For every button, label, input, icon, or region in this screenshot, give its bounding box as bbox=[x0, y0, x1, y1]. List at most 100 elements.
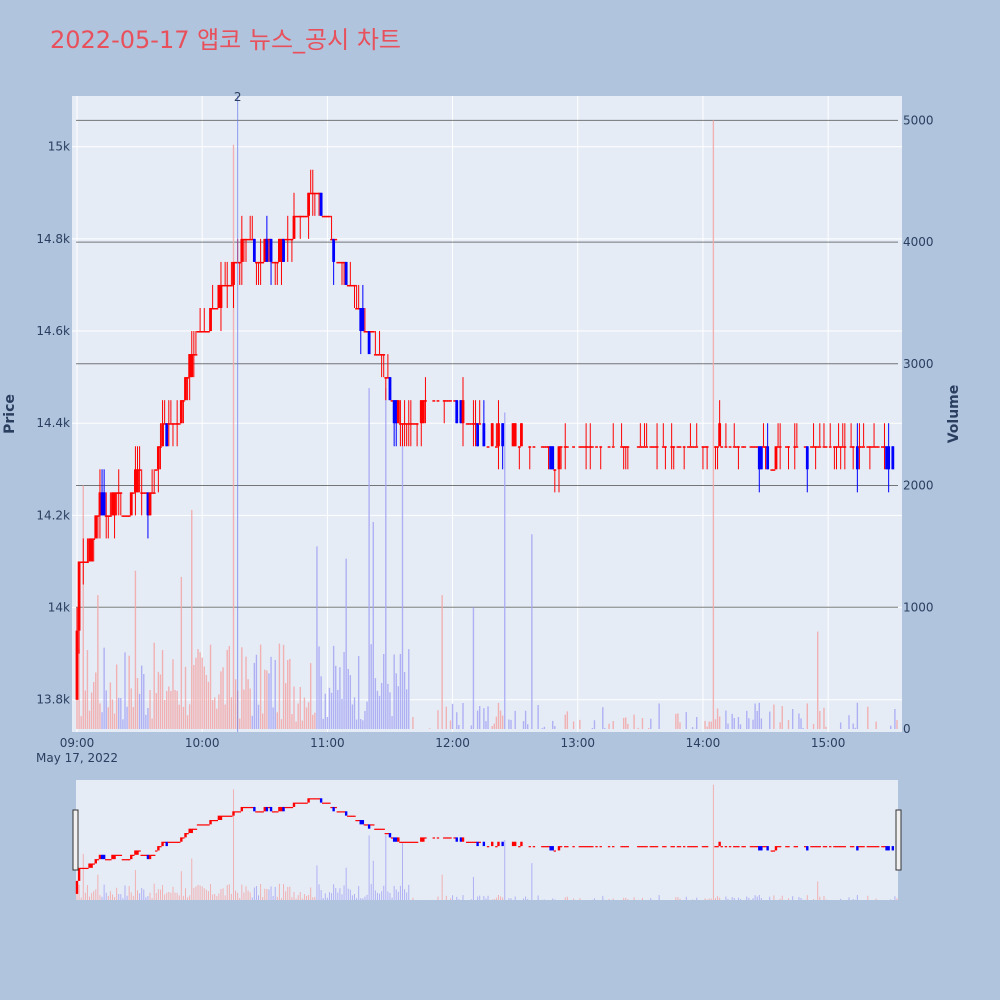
candle-body bbox=[230, 284, 233, 287]
range-slider-candle bbox=[88, 863, 91, 868]
candle-body bbox=[288, 238, 292, 241]
candle-body bbox=[75, 630, 79, 700]
range-slider-candle bbox=[138, 850, 141, 852]
candle-body bbox=[839, 446, 843, 448]
range-slider-right-handle[interactable] bbox=[895, 809, 902, 871]
range-slider-candle bbox=[259, 811, 262, 813]
range-slider-volume bbox=[76, 784, 898, 900]
candle-body bbox=[134, 469, 137, 493]
candle-body bbox=[497, 423, 500, 447]
range-slider-candle bbox=[125, 859, 129, 861]
candle-body bbox=[653, 446, 657, 448]
candle-body bbox=[100, 492, 104, 516]
range-slider-candle bbox=[841, 846, 844, 848]
candle-body bbox=[442, 400, 446, 402]
range-slider-candle bbox=[238, 811, 241, 813]
range-slider-candle bbox=[349, 815, 352, 817]
range-slider-candle bbox=[255, 811, 258, 813]
x-tick-label: 13:00 bbox=[560, 736, 595, 750]
range-slider-candle bbox=[132, 854, 135, 856]
candle-body bbox=[177, 423, 181, 425]
candle-body bbox=[787, 446, 790, 448]
candle-body bbox=[403, 423, 406, 425]
candle-body bbox=[338, 261, 342, 264]
candle-body bbox=[336, 261, 340, 264]
range-slider-candle bbox=[190, 828, 193, 834]
candle-body bbox=[785, 446, 788, 448]
range-slider-candle bbox=[649, 846, 652, 848]
range-slider-candle bbox=[778, 846, 782, 848]
candle-body bbox=[115, 492, 119, 494]
candle-body bbox=[753, 446, 757, 448]
candle-body bbox=[490, 423, 494, 447]
candle-body bbox=[459, 400, 463, 424]
candle-body bbox=[378, 354, 381, 356]
candle-body bbox=[455, 400, 459, 424]
candle-body bbox=[102, 492, 106, 516]
candle-body bbox=[734, 446, 738, 448]
candle-body bbox=[461, 400, 465, 424]
candle-body bbox=[695, 446, 699, 448]
candle-body bbox=[876, 446, 880, 448]
range-slider-candle bbox=[186, 833, 189, 835]
range-slider-candle bbox=[357, 820, 360, 822]
candle-body bbox=[578, 446, 582, 448]
range-slider-candle bbox=[822, 846, 826, 848]
candle-body bbox=[313, 192, 317, 195]
range-slider-left-handle[interactable] bbox=[72, 809, 79, 871]
candle-body bbox=[401, 423, 404, 425]
candle-body bbox=[79, 561, 83, 563]
range-slider-candle bbox=[551, 846, 554, 851]
range-slider-candle bbox=[82, 867, 85, 870]
candle-body bbox=[265, 238, 269, 262]
candle-body bbox=[607, 446, 611, 448]
candle-body bbox=[204, 331, 208, 333]
candle-body bbox=[590, 446, 594, 448]
candle-body bbox=[572, 446, 575, 448]
range-slider-candle bbox=[547, 846, 550, 848]
volume-tick-label: 1000 bbox=[903, 600, 934, 614]
range-slider-candle bbox=[284, 806, 287, 809]
candle-body bbox=[284, 238, 288, 241]
range-slider[interactable] bbox=[72, 780, 902, 900]
x-tick-label: 09:00 bbox=[60, 736, 95, 750]
candle-body bbox=[432, 400, 436, 402]
range-slider-candles bbox=[75, 798, 895, 894]
candle-body bbox=[213, 308, 217, 310]
price-tick-label: 14.6k bbox=[36, 324, 70, 338]
candle-body bbox=[317, 192, 321, 195]
range-slider-candle bbox=[478, 841, 481, 843]
candle-body bbox=[156, 446, 160, 470]
range-slider-candle bbox=[653, 846, 657, 848]
range-slider-candle bbox=[267, 806, 271, 809]
range-slider-candle bbox=[756, 846, 759, 848]
candle-body bbox=[764, 446, 767, 448]
range-slider-candle bbox=[144, 854, 148, 856]
candle-body bbox=[486, 446, 490, 448]
range-slider-candle bbox=[447, 837, 450, 839]
candle-body bbox=[849, 446, 853, 448]
candle-body bbox=[225, 284, 229, 287]
range-slider-candle bbox=[655, 846, 659, 848]
candle-body bbox=[296, 215, 300, 218]
range-slider-candle bbox=[528, 846, 531, 848]
candle-body bbox=[724, 446, 728, 448]
candle-body bbox=[250, 238, 254, 241]
range-slider-candle bbox=[595, 846, 598, 848]
range-slider-candle bbox=[445, 837, 448, 839]
range-slider-candle bbox=[586, 846, 590, 848]
volume-tick-label: 5000 bbox=[903, 113, 934, 127]
candle-body bbox=[242, 238, 246, 241]
range-slider-candle bbox=[422, 837, 425, 842]
range-slider-candle bbox=[858, 846, 861, 848]
range-slider-candle bbox=[455, 837, 458, 842]
range-slider-candle bbox=[749, 846, 753, 848]
range-slider-candle bbox=[263, 806, 266, 812]
range-slider-candle bbox=[772, 850, 776, 852]
candle-body bbox=[818, 446, 822, 448]
range-slider-candle bbox=[751, 846, 755, 848]
price-tick-label: 14.4k bbox=[36, 416, 70, 430]
range-slider-candle bbox=[511, 841, 515, 847]
candle-body bbox=[175, 423, 179, 425]
candle-body bbox=[211, 308, 215, 310]
